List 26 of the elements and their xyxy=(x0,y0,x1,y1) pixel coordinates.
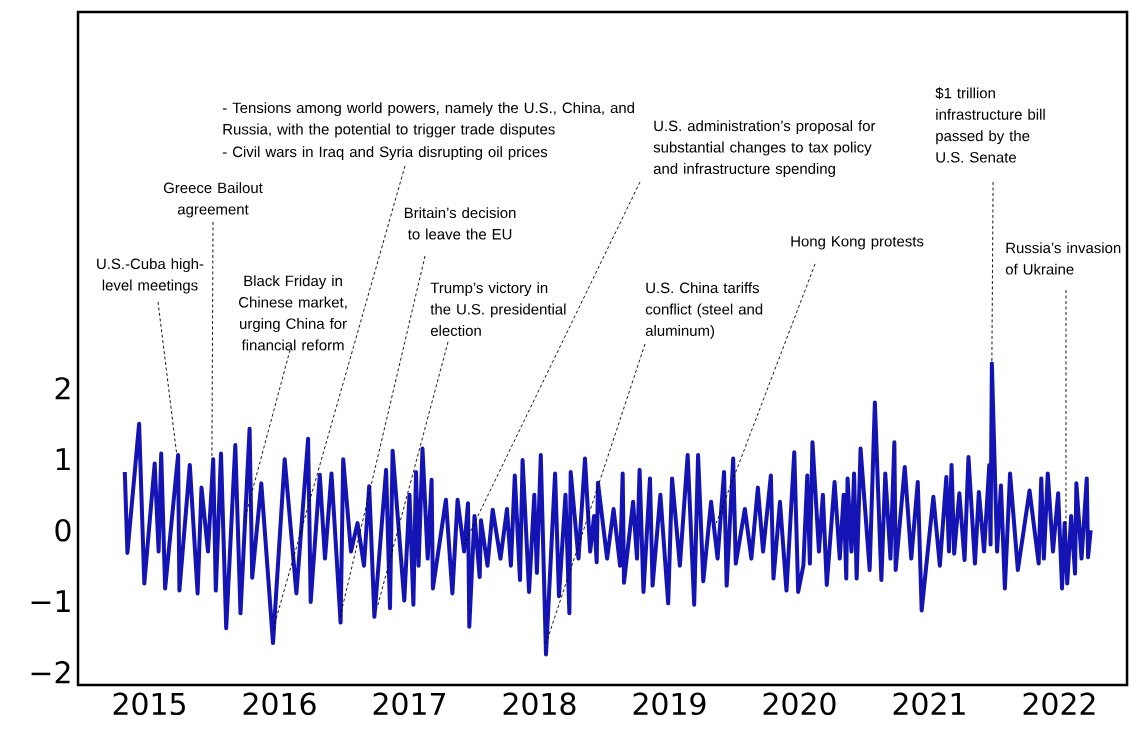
annotation: Russia’s invasion of Ukraine xyxy=(1005,242,1121,275)
x-tick-label: 2022 xyxy=(1023,692,1095,716)
x-tick-label: 2017 xyxy=(373,692,445,716)
y-tick-label: −1 xyxy=(31,590,70,613)
x-tick-label: 2015 xyxy=(113,692,185,716)
annotation: U.S. China tariffs conflict (steel and aluminum) xyxy=(645,282,763,339)
annotation: Greece Bailout agreement xyxy=(163,182,263,218)
line-series xyxy=(122,361,1093,657)
x-tick-label: 2021 xyxy=(893,692,965,716)
annotation: U.S.-Cuba high-level meetings xyxy=(97,258,204,294)
annotation: Trump’s victory in the U.S. presidential election xyxy=(430,282,566,336)
y-tick-label: 1 xyxy=(56,448,70,471)
annotation: Hong Kong protests xyxy=(791,236,924,250)
x-tick-label: 2018 xyxy=(503,692,576,716)
x-tick-label: 2019 xyxy=(633,692,706,716)
annotation: - Tensions among world powers, namely the U.S., China, and Russia, with the potential to trigger trade disputes xyxy=(222,102,635,138)
annotation: - Civil wars in Iraq and Syria disrupting oil prices xyxy=(222,146,548,161)
x-tick-label: 2016 xyxy=(243,692,316,716)
y-tick-label: 0 xyxy=(55,518,71,542)
annotation: Britain’s decision to leave the EU xyxy=(404,207,516,240)
y-tick-label: 2 xyxy=(55,377,70,400)
y-tick-label: −2 xyxy=(31,661,70,684)
annotation: U.S. administration’s proposal for substantial changes to tax policy and infrastructure spending xyxy=(653,120,876,177)
annotation: $1 trillion infrastructure bill passed by the U.S. Senate xyxy=(935,87,1045,163)
x-tick-label: 2020 xyxy=(763,692,836,716)
annotation: Black Friday in Chinese market, urging China for financial reform xyxy=(239,275,347,351)
